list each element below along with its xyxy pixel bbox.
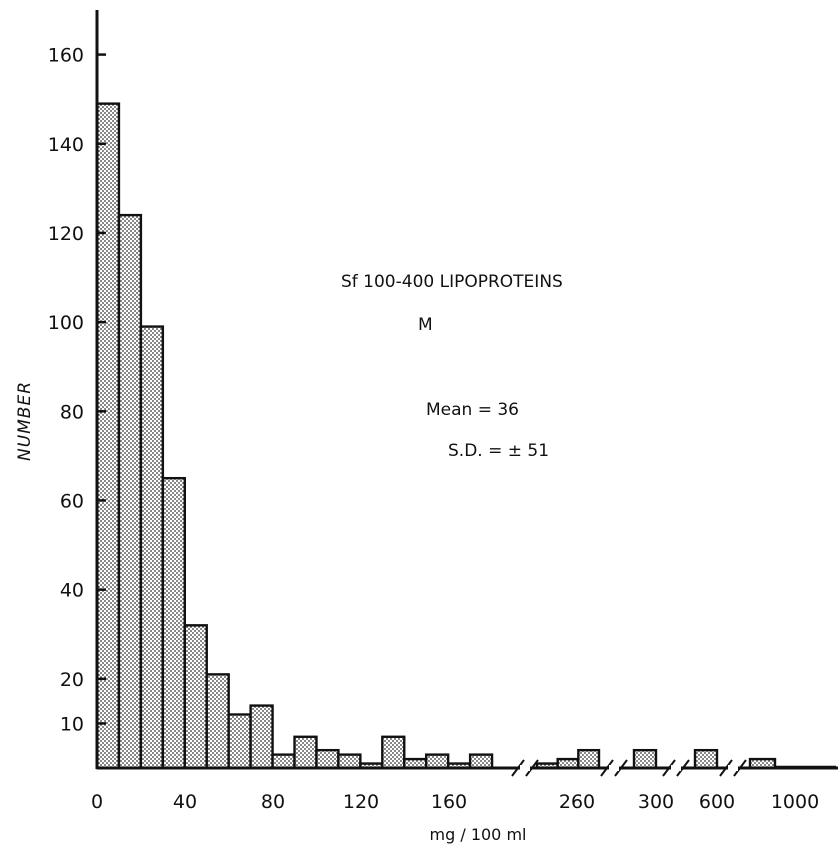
chart-annotation-sd: S.D. = ± 51 [448, 441, 549, 461]
histogram-bar [293, 735, 318, 770]
axis-break-gap [671, 765, 681, 771]
x-tick-label: 1000 [771, 791, 819, 813]
y-ticks-group: 10 20 40 60 80 100 120 140 160 [48, 45, 106, 735]
x-tick-label: 80 [261, 791, 285, 813]
histogram-bar [161, 476, 186, 770]
histogram-bar [205, 673, 230, 770]
axis-break-slash [511, 759, 525, 777]
axis-break-slash [733, 759, 747, 777]
axis-break-slash [614, 759, 628, 777]
histogram-bar [381, 735, 406, 770]
x-tick-label: 260 [559, 791, 595, 813]
y-tick-label: 140 [48, 134, 84, 156]
histogram-bar [227, 713, 252, 770]
y-tick-label: 60 [60, 490, 84, 512]
bars-group [95, 102, 777, 770]
x-tick-label: 600 [699, 791, 735, 813]
y-axis-label: NUMBER [15, 381, 35, 461]
axis-break-slash [525, 759, 539, 777]
histogram-bar [425, 753, 450, 770]
histogram-bar [468, 753, 494, 770]
histogram-bar [577, 748, 601, 770]
axis-break-gap [609, 765, 619, 771]
chart-annotation-title: Sf 100-400 LIPOPROTEINS [341, 272, 563, 292]
histogram-bar [632, 748, 658, 770]
histogram-bar [183, 624, 208, 770]
histogram-bar [139, 325, 165, 770]
axis-break-slash [600, 759, 614, 777]
axis-break-slash [662, 759, 676, 777]
y-tick-label: 160 [48, 45, 84, 67]
histogram-bar [249, 704, 274, 770]
x-tick-label: 300 [638, 791, 674, 813]
x-tick-label: 40 [173, 791, 197, 813]
histogram-bar [693, 748, 719, 770]
histogram-bar [95, 102, 121, 770]
axis-breaks-group [511, 759, 747, 777]
chart-annotation-group: M [418, 315, 433, 335]
x-tick-label: 160 [431, 791, 467, 813]
axis-break-gap [728, 765, 738, 771]
x-tick-label: 0 [91, 791, 103, 813]
y-tick-label: 80 [60, 401, 84, 423]
histogram-bar [117, 213, 143, 770]
axis-break-slash [676, 759, 690, 777]
histogram-bar [315, 748, 340, 770]
y-tick-label: 40 [60, 580, 84, 602]
x-ticks-group: 0 40 80 120 160 260 300 600 1000 [91, 791, 819, 813]
y-tick-label: 10 [60, 713, 84, 735]
axis-break-gap [520, 765, 530, 771]
histogram-bar [337, 753, 362, 770]
chart-annotation-mean: Mean = 36 [426, 400, 519, 420]
y-tick-label: 100 [48, 312, 84, 334]
histogram-bar [271, 753, 296, 770]
x-axis-label: mg / 100 ml [430, 825, 527, 844]
x-tick-label: 120 [343, 791, 379, 813]
y-tick-label: 120 [48, 223, 84, 245]
axis-break-slash [719, 759, 733, 777]
y-tick-label: 20 [60, 669, 84, 691]
